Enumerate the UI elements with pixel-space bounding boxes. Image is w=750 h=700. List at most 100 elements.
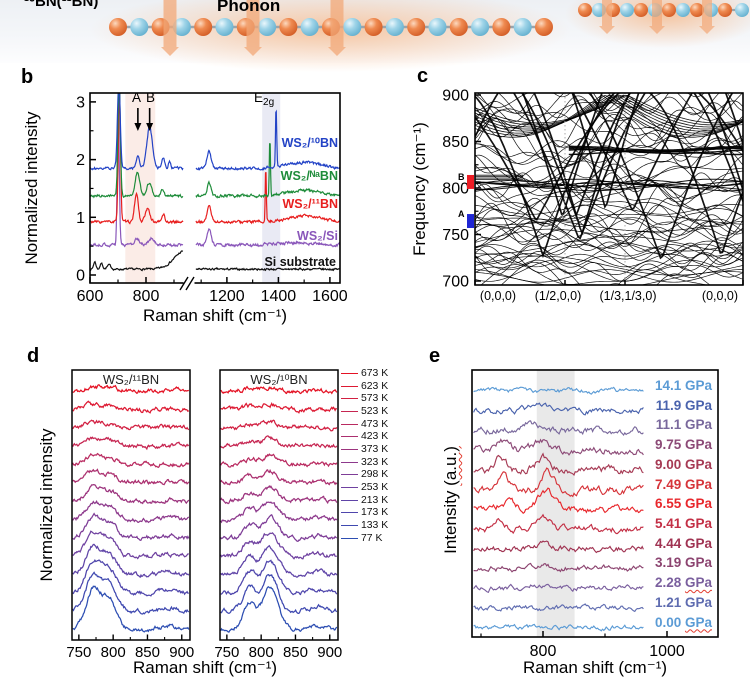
tick-label: 800 xyxy=(249,644,274,661)
panel-b-y-axis-title: Normalized intensity xyxy=(22,111,41,265)
nitrogen-atom xyxy=(172,18,191,36)
legend-temperature-label: 423 K xyxy=(361,431,389,443)
phonon-band xyxy=(475,95,743,130)
phonon-band xyxy=(475,221,743,249)
temperature-spectrum xyxy=(220,501,338,524)
nitrogen-atom xyxy=(676,3,690,17)
pressure-spectrum xyxy=(473,386,644,395)
panel-label-e: e xyxy=(429,345,441,367)
legend-item: 673 K xyxy=(341,367,388,380)
tick-label: 0 xyxy=(76,268,85,285)
pressure-label: 14.1 GPa xyxy=(560,378,712,393)
phonon-band xyxy=(475,118,743,148)
phonon-band xyxy=(475,217,743,232)
temperature-spectrum xyxy=(220,559,338,596)
legend-item: 523 K xyxy=(341,405,388,418)
pressure-unit: GPa xyxy=(684,417,712,433)
nitrogen-atom xyxy=(343,18,362,36)
peak-label-e2g: E2g xyxy=(254,90,274,108)
phonon-band xyxy=(572,93,693,211)
pressure-value: 14.1 xyxy=(654,378,685,393)
curve-label-ws2-11bn: WS₂/¹¹BN xyxy=(282,197,338,211)
phonon-band xyxy=(475,202,743,227)
tick-label: 800 xyxy=(133,288,160,305)
pressure-unit: GPa xyxy=(684,378,712,393)
legend-temperature-label: 673 K xyxy=(361,367,389,379)
panel-label-d: d xyxy=(27,345,40,367)
tick-label: 800 xyxy=(530,643,557,660)
temperature-spectrum xyxy=(72,585,190,633)
spectrum-curve xyxy=(90,93,184,171)
legend-line-sample xyxy=(341,525,358,527)
nitrogen-atom xyxy=(513,18,532,36)
boron-atom xyxy=(718,3,732,17)
legend-line-sample xyxy=(341,537,358,539)
tick-label: 1400 xyxy=(261,288,297,305)
temperature-spectrum xyxy=(72,419,190,431)
phonon-arrow-head xyxy=(649,26,665,34)
k-point-label: (0,0,0) xyxy=(480,289,516,303)
phonon-band xyxy=(475,94,743,124)
legend-item: 573 K xyxy=(341,392,388,405)
pressure-unit: GPa xyxy=(684,516,712,532)
phonon-arrow-head xyxy=(599,26,615,34)
pressure-spectrum xyxy=(473,513,644,535)
phonon-band xyxy=(475,202,743,247)
phonon-band xyxy=(475,94,743,134)
temperature-spectrum xyxy=(72,543,190,579)
tick-label: 600 xyxy=(77,288,104,305)
temperature-spectrum xyxy=(72,468,190,486)
tick-label: 900 xyxy=(317,644,342,661)
phonon-band xyxy=(571,93,640,209)
legend-item: 298 K xyxy=(341,469,388,482)
pressure-spectrum xyxy=(473,438,644,456)
phonon-band xyxy=(475,255,743,276)
phonon-band xyxy=(475,179,743,187)
legend-temperature-label: 373 K xyxy=(361,443,389,455)
plot-frame xyxy=(219,369,339,641)
tick-label: 850 xyxy=(442,134,469,151)
pressure-unit: GPa xyxy=(684,575,712,591)
temperature-spectrum xyxy=(220,544,338,578)
e2g-main: E xyxy=(254,90,264,105)
boron-atom xyxy=(407,18,426,36)
phonon-band xyxy=(475,95,743,142)
temperature-spectrum xyxy=(220,468,338,486)
phonon-band xyxy=(512,93,647,240)
phonon-band xyxy=(475,183,743,208)
tick-label: 1600 xyxy=(312,288,348,305)
plot-frame xyxy=(474,92,744,286)
pressure-label: 4.44 GPa xyxy=(560,536,712,551)
temperature-spectrum xyxy=(72,499,190,524)
panel-d-plot-area xyxy=(72,384,190,633)
boron-atom xyxy=(578,3,592,17)
temperature-spectrum xyxy=(72,571,190,615)
phonon-band xyxy=(475,93,734,260)
legend-item: 623 K xyxy=(341,380,388,393)
temperature-spectrum xyxy=(220,385,338,395)
phonon-arrow xyxy=(330,0,344,47)
pressure-value: 9.75 xyxy=(654,437,685,453)
legend-temperature-label: 298 K xyxy=(361,469,389,481)
pressure-spectrum xyxy=(473,420,644,436)
phonon-band xyxy=(475,178,743,186)
pressure-unit: GPa xyxy=(684,456,712,472)
pressure-value: 2.28 xyxy=(654,575,685,591)
e2g-sub: 2g xyxy=(263,97,275,108)
boron-atom xyxy=(492,18,511,36)
shaded-band xyxy=(536,370,575,637)
panel-label-c: c xyxy=(417,65,429,87)
subpanel-title-ws2-11bn: WS₂/¹¹BN xyxy=(102,372,160,387)
temperature-spectrum xyxy=(220,401,338,414)
phonon-band xyxy=(475,194,743,226)
temperature-spectrum xyxy=(72,384,190,395)
phonon-band xyxy=(475,243,743,265)
legend-temperature-label: 623 K xyxy=(361,380,389,392)
phonon-arrow-head xyxy=(244,47,262,56)
legend-line-sample xyxy=(341,499,358,501)
phonon-arrow xyxy=(602,0,612,26)
phonon-band xyxy=(475,95,743,138)
k-point-label: (1/3,1/3,0) xyxy=(600,289,657,303)
phonon-band xyxy=(475,204,743,215)
